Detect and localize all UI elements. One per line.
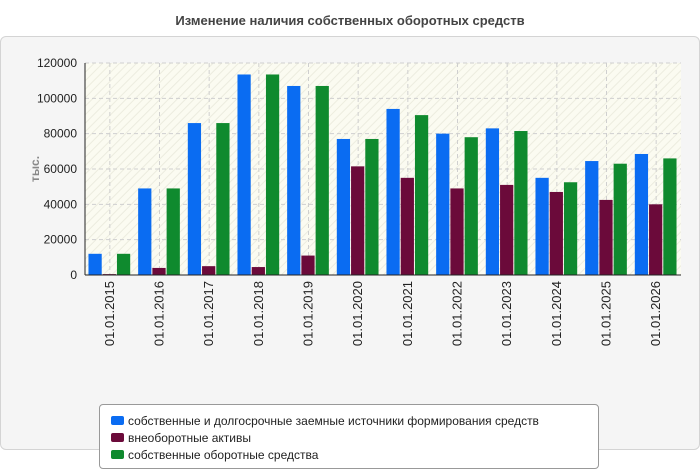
chart-title: Изменение наличия собственных оборотных …	[175, 13, 525, 28]
bar-series-0-01.01.2026	[634, 153, 649, 275]
x-tick-label: 01.01.2017	[201, 281, 216, 346]
bar-series-2-01.01.2018	[265, 74, 280, 275]
bar-series-1-01.01.2026	[649, 204, 663, 275]
y-tick-label: 100000	[37, 91, 77, 105]
bar-series-2-01.01.2026	[663, 158, 677, 275]
bar-series-1-01.01.2024	[549, 191, 563, 275]
bar-series-2-01.01.2015	[116, 253, 131, 275]
chart-legend: собственные и долгосрочные заемные источ…	[99, 404, 599, 469]
legend-item-noncurrent-assets: внеоборотные активы	[100, 429, 598, 446]
bar-series-2-01.01.2023	[514, 131, 528, 275]
bar-series-0-01.01.2021	[386, 108, 400, 275]
bar-series-2-01.01.2024	[563, 182, 578, 275]
x-tick-label: 01.01.2015	[102, 281, 117, 346]
bar-series-0-01.01.2017	[187, 123, 202, 275]
bar-series-1-01.01.2018	[251, 267, 265, 275]
bar-series-1-01.01.2021	[400, 177, 414, 275]
x-tick-label: 01.01.2021	[400, 281, 415, 346]
bar-series-1-01.01.2025	[599, 199, 613, 275]
chart-panel: 0 20000 40000 60000 80000 100000 120000 тыс. 01.…	[0, 36, 700, 469]
bar-series-1-01.01.2016	[152, 267, 166, 275]
x-tick-label: 01.01.2023	[499, 281, 514, 346]
bar-series-0-01.01.2023	[485, 128, 500, 275]
bar-series-2-01.01.2019	[315, 85, 329, 275]
x-tick-label: 01.01.2025	[599, 281, 614, 346]
bar-series-2-01.01.2021	[414, 115, 429, 275]
y-tick-label: 0	[70, 268, 77, 282]
legend-swatch-working-capital	[111, 450, 124, 459]
bar-series-0-01.01.2016	[138, 188, 152, 275]
legend-label-noncurrent-assets: внеоборотные активы	[128, 430, 251, 445]
bar-series-1-01.01.2023	[500, 184, 514, 275]
legend-swatch-sources	[111, 416, 124, 425]
bar-series-2-01.01.2020	[365, 138, 379, 275]
legend-item-working-capital: собственные оборотные средства	[100, 446, 598, 463]
x-tick-label: 01.01.2016	[152, 281, 167, 346]
bar-series-0-01.01.2024	[535, 177, 549, 275]
legend-swatch-noncurrent-assets	[111, 433, 124, 442]
bar-series-2-01.01.2022	[464, 137, 478, 275]
bar-series-1-01.01.2019	[301, 255, 315, 275]
bar-series-2-01.01.2017	[216, 123, 230, 275]
y-axis-title: тыс.	[28, 156, 42, 182]
bar-series-0-01.01.2022	[436, 133, 450, 275]
bar-series-2-01.01.2016	[166, 188, 180, 275]
bar-series-0-01.01.2019	[287, 85, 301, 275]
y-tick-label: 80000	[44, 127, 78, 141]
x-tick-label: 01.01.2019	[301, 281, 316, 346]
legend-label-sources: собственные и долгосрочные заемные источ…	[128, 413, 539, 428]
y-tick-label: 120000	[37, 56, 77, 70]
legend-item-sources: собственные и долгосрочные заемные источ…	[100, 412, 598, 429]
x-tick-label: 01.01.2018	[251, 281, 266, 346]
bar-series-1-01.01.2022	[450, 188, 464, 275]
bar-series-0-01.01.2020	[336, 138, 351, 275]
bar-series-0-01.01.2018	[237, 74, 251, 275]
y-tick-label: 60000	[44, 162, 78, 176]
x-tick-label: 01.01.2024	[549, 281, 564, 346]
x-tick-label: 01.01.2026	[648, 281, 663, 346]
bar-series-0-01.01.2025	[585, 161, 599, 275]
bar-series-1-01.01.2020	[351, 166, 365, 275]
bar-series-2-01.01.2025	[613, 163, 627, 275]
x-tick-label: 01.01.2022	[450, 281, 465, 346]
bar-chart: 0 20000 40000 60000 80000 100000 120000 тыс. 01.…	[28, 56, 681, 346]
bar-series-0-01.01.2015	[88, 253, 102, 275]
y-tick-label: 20000	[44, 233, 78, 247]
bar-series-1-01.01.2017	[202, 266, 216, 275]
x-tick-label: 01.01.2020	[350, 281, 365, 346]
y-tick-label: 40000	[44, 197, 78, 211]
